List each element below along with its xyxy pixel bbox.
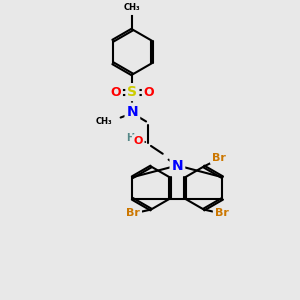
Text: CH₃: CH₃: [124, 3, 141, 12]
Text: Br: Br: [212, 153, 225, 163]
Text: O: O: [134, 136, 143, 146]
Text: S: S: [128, 85, 137, 99]
Text: O: O: [144, 85, 154, 99]
Text: CH₃: CH₃: [95, 117, 112, 126]
Text: O: O: [110, 85, 121, 99]
Text: N: N: [127, 105, 138, 119]
Text: Br: Br: [126, 208, 140, 218]
Text: N: N: [172, 160, 183, 173]
Text: Br: Br: [214, 208, 228, 218]
Text: H: H: [126, 133, 134, 143]
